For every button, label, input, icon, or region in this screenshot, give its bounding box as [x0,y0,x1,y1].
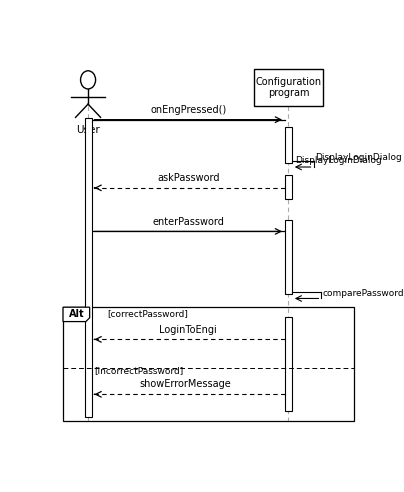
Bar [254,68,323,106]
Bar [84,118,92,417]
Text: DisplayLoginDialog: DisplayLoginDialog [315,154,402,162]
Text: askPassword: askPassword [157,173,219,184]
Text: [correctPassword]: [correctPassword] [107,309,188,318]
Text: LoginToEngi: LoginToEngi [160,325,217,335]
Text: comparePassword: comparePassword [323,289,404,299]
Bar [285,317,292,411]
Text: showErrorMessage: showErrorMessage [139,379,231,389]
Bar [63,307,354,421]
PathPatch shape [63,307,90,322]
Text: Alt: Alt [69,309,84,319]
Bar [285,175,292,199]
Bar [285,220,292,294]
Text: User: User [76,125,100,135]
Text: Configuration
program: Configuration program [255,77,322,98]
Text: DisplayLoginDialog: DisplayLoginDialog [295,156,381,165]
Text: onEngPressed(): onEngPressed() [150,105,226,115]
Text: [IncorrectPassword]: [IncorrectPassword] [95,367,183,375]
Bar [285,127,292,163]
Text: enterPassword: enterPassword [152,217,224,227]
